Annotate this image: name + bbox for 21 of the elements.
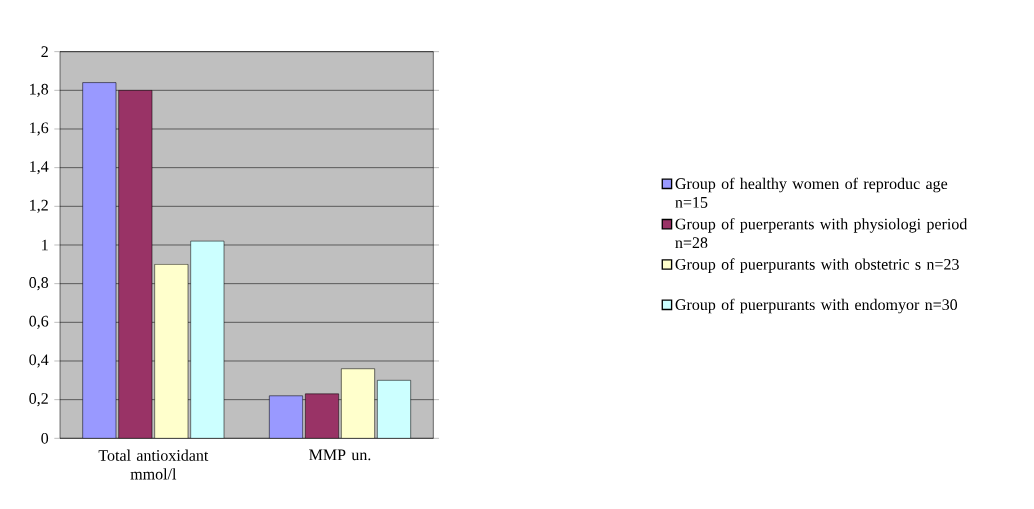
x-tick-label: MMP un. xyxy=(309,449,371,461)
legend-label: Group of healthy women of reproduc age n=15 xyxy=(675,177,948,208)
x-tick-label: Total antioxidant mmol/l xyxy=(98,449,209,480)
y-tick-label: 1 xyxy=(42,239,48,251)
bar xyxy=(190,240,225,439)
bar xyxy=(154,264,189,439)
y-tick-label: 1,6 xyxy=(30,122,49,136)
legend-label: Group of puerpurants with endomyor n=30 xyxy=(675,298,958,314)
y-tick-label: 0,6 xyxy=(29,315,49,329)
y-tick-label: 1,2 xyxy=(30,199,48,213)
y-tick-label: 0,4 xyxy=(29,354,49,368)
y-tick-label: 1,4 xyxy=(30,161,49,175)
bar xyxy=(377,380,411,439)
y-tick-label: 2 xyxy=(41,46,48,57)
legend-label: Group of puerpurants with obstetric s n=23 xyxy=(675,258,959,273)
legend-label: Group of puerperants with physiologi period n=28 xyxy=(675,217,968,249)
bar xyxy=(341,368,375,439)
y-tick-label: 0,8 xyxy=(29,277,49,291)
y-tick-label: 0,2 xyxy=(29,393,48,407)
y-tick-label: 1,8 xyxy=(30,83,49,97)
y-tick-label: 0 xyxy=(41,432,49,444)
